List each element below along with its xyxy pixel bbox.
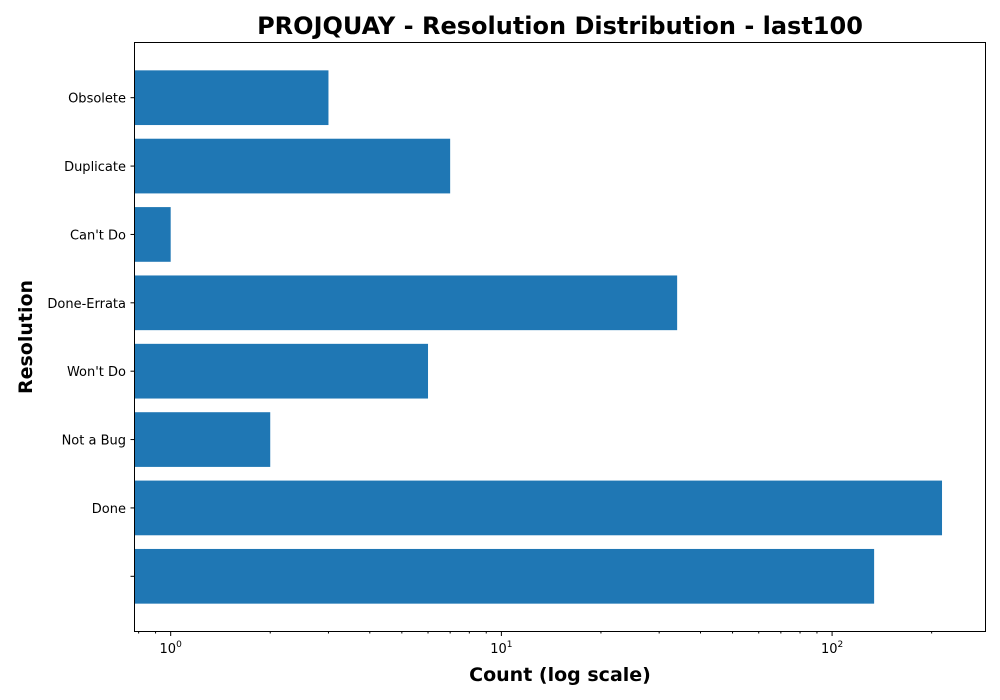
bar xyxy=(135,480,943,536)
bars-group xyxy=(135,70,943,604)
y-tick-label: Done-Errata xyxy=(47,297,126,312)
x-ticks-group: 100 101 102 xyxy=(160,631,843,657)
bar xyxy=(135,548,875,604)
bar xyxy=(135,70,329,126)
y-ticks-group: Done Not a Bug Won't Do Done-Errata Can't Do… xyxy=(47,92,135,577)
x-tick-label: 102 xyxy=(821,640,843,657)
x-axis-label: Count (log scale) xyxy=(469,664,651,686)
y-tick-label: Won't Do xyxy=(67,365,126,380)
plot-frame xyxy=(134,42,986,632)
chart-title: PROJQUAY - Resolution Distribution - las… xyxy=(257,12,863,40)
bar xyxy=(135,275,678,331)
bar xyxy=(135,138,451,194)
bar xyxy=(135,343,429,399)
y-tick-label: Obsolete xyxy=(68,92,126,107)
y-tick-label: Duplicate xyxy=(64,160,126,175)
x-tick-label: 101 xyxy=(490,640,512,657)
y-axis-label: Resolution xyxy=(15,280,37,394)
bar xyxy=(135,207,171,262)
bar xyxy=(135,412,271,467)
y-tick-label: Can't Do xyxy=(70,228,126,243)
y-tick-label: Not a Bug xyxy=(62,434,126,449)
x-tick-label: 100 xyxy=(160,640,183,657)
y-tick-label: Done xyxy=(92,502,126,517)
